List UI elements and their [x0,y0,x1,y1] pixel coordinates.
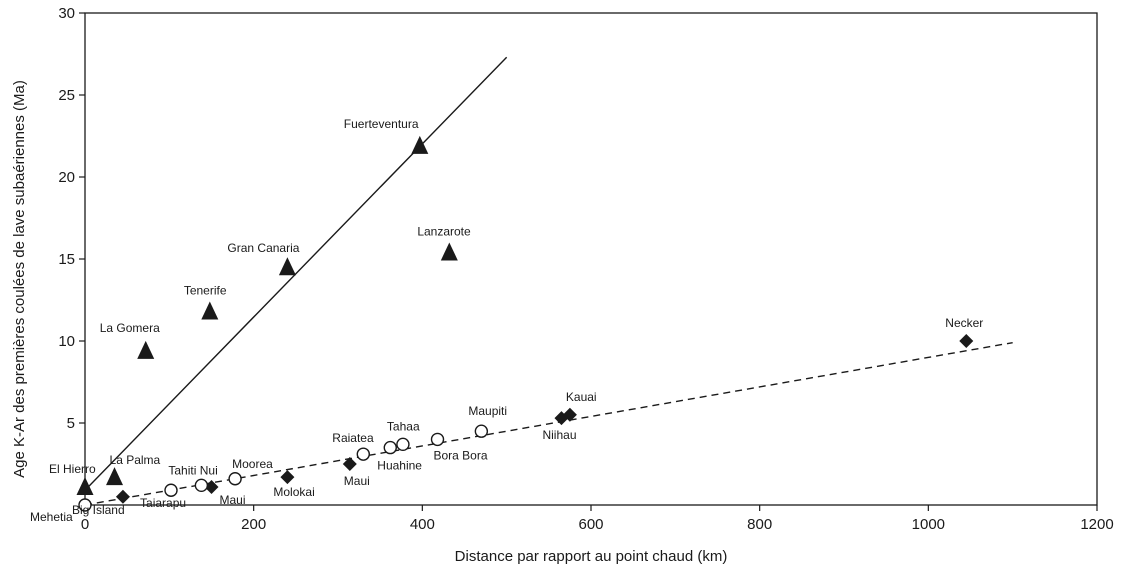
point-label: Fuerteventura [344,117,419,131]
y-axis-ticks: 5 10 15 20 25 30 [58,5,85,432]
x-tick-label: 600 [578,516,603,533]
x-tick-label: 1000 [912,516,945,533]
triangle-marker [201,301,219,320]
diamond-marker [342,457,357,471]
point-label: Lanzarote [417,224,471,238]
diamond-marker [959,334,974,348]
open-circle-marker [356,447,370,461]
point-label: Tahiti Nui [168,463,217,477]
open-circle-marker [78,498,92,512]
point-label: Molokai [273,485,314,499]
point-label: Raiatea [332,431,374,445]
x-tick-label: 0 [81,516,89,533]
point-labels-layer: El Hierro La Palma La Gomera Tenerife Gran C… [30,117,983,524]
open-circle-marker [228,472,242,486]
point-label: Kauai [566,390,597,404]
x-tick-label: 800 [747,516,772,533]
point-label: Maupiti [468,404,507,418]
point-label: La Gomera [100,321,160,335]
y-tick-label: 10 [58,333,75,350]
x-axis-ticks: 0 200 400 600 800 1000 1200 [81,505,1114,533]
triangle-marker [106,467,124,486]
open-circle-marker [164,483,178,497]
triangle-marker [411,135,429,154]
point-label: Maui [344,474,370,488]
point-label: Niihau [542,428,576,442]
x-tick-label: 200 [241,516,266,533]
x-tick-label: 400 [410,516,435,533]
point-label: Maui [220,493,246,507]
triangle-marker [278,257,296,276]
open-circle-marker [194,478,209,493]
diamond-marker [562,407,577,422]
diamond-marker [204,479,219,494]
y-tick-label: 30 [58,5,75,22]
triangle-marker [137,340,155,359]
data-markers-layer [76,135,974,512]
x-axis-title: Distance par rapport au point chaud (km) [455,548,728,565]
y-tick-label: 20 [58,169,75,186]
y-tick-label: 25 [58,87,75,104]
triangle-marker [76,476,94,495]
open-circle-marker [396,437,410,452]
open-circle-marker [474,424,489,438]
point-label: Necker [945,316,983,330]
point-label: La Palma [110,453,161,467]
trendline-solid [84,56,508,491]
point-label: Moorea [232,457,273,471]
point-label: Huahine [377,459,422,473]
y-tick-label: 15 [58,251,75,268]
point-label: Big Island [72,503,125,517]
point-label: Tahaa [387,419,420,433]
point-label: Mehetia [30,510,73,524]
x-tick-label: 1200 [1080,516,1113,533]
y-tick-label: 5 [67,415,75,432]
open-circle-marker [430,432,445,447]
point-label: Bora Bora [434,448,488,462]
open-circle-marker [383,440,397,455]
point-label: Gran Canaria [227,241,299,255]
point-label: Tenerife [184,283,227,297]
plot-frame [84,12,1098,506]
point-label: El Hierro [49,462,96,476]
triangle-marker [440,242,458,261]
diamond-marker [280,470,295,485]
trendline-dashed [84,341,1013,506]
y-axis-title: Age K-Ar des premières coulées de lave s… [11,80,28,478]
point-label: Taiarapu [140,496,186,510]
diamond-marker [115,489,130,504]
